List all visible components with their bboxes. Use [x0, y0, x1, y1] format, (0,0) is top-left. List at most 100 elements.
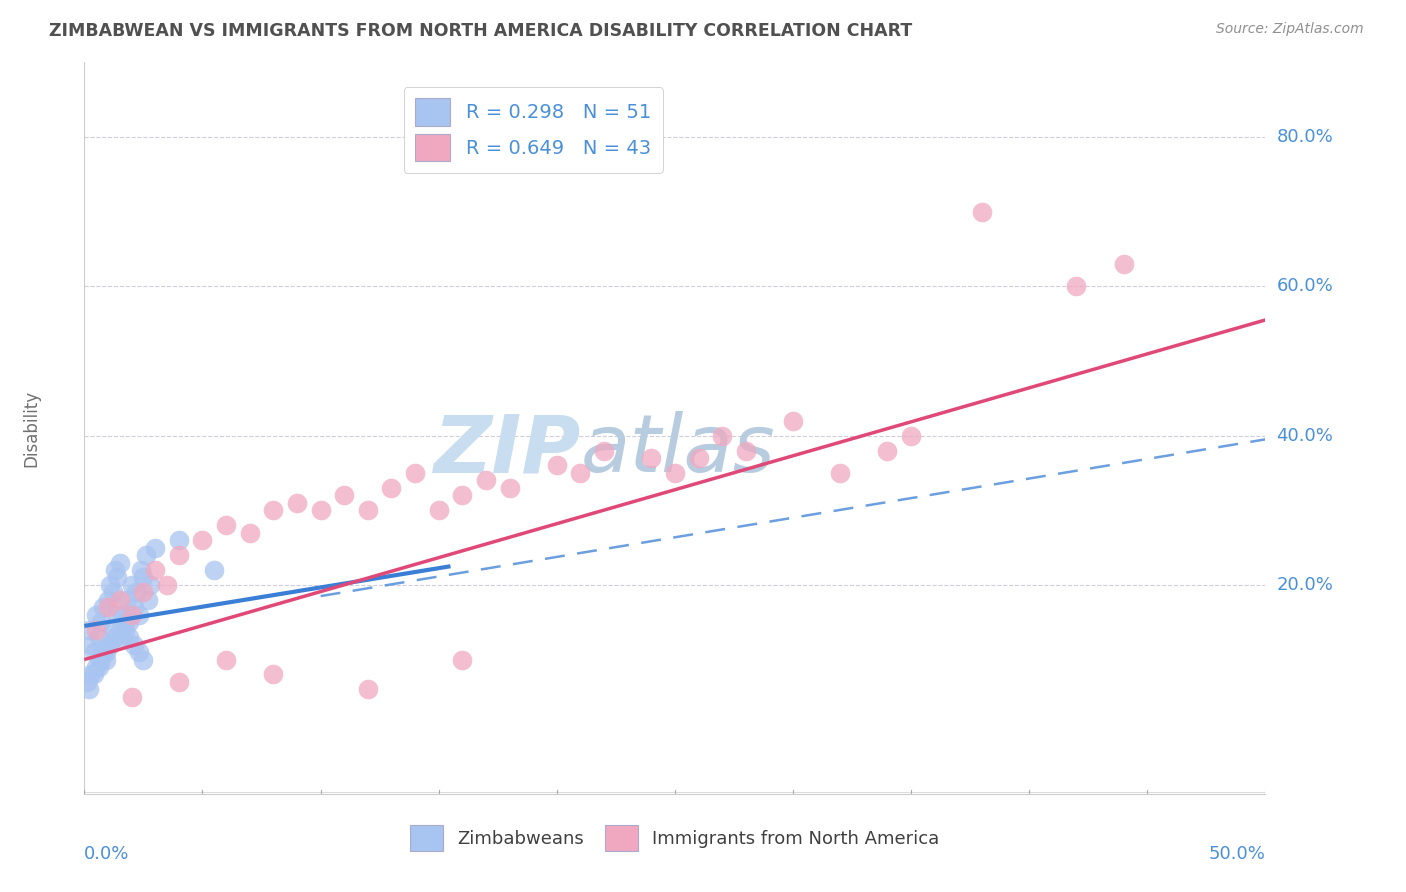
Point [77, 682, 100, 697]
Point [91, 645, 114, 659]
Point [90, 615, 112, 630]
Point [97, 600, 120, 615]
Point [108, 556, 131, 570]
Point [688, 450, 710, 465]
Point [104, 630, 127, 644]
Point [91, 600, 114, 615]
Text: atlas: atlas [581, 411, 775, 489]
Point [84, 607, 107, 622]
Point [97, 638, 120, 652]
Point [83, 645, 105, 659]
Text: 20.0%: 20.0% [1277, 576, 1333, 594]
Text: ZIMBABWEAN VS IMMIGRANTS FROM NORTH AMERICA DISABILITY CORRELATION CHART: ZIMBABWEAN VS IMMIGRANTS FROM NORTH AMER… [49, 22, 912, 40]
Point [129, 563, 152, 577]
Point [498, 481, 520, 495]
Point [782, 414, 804, 428]
Point [139, 578, 162, 592]
Point [143, 541, 166, 555]
Point [118, 630, 141, 644]
Point [87, 630, 110, 644]
Point [104, 563, 127, 577]
Point [357, 682, 380, 697]
Point [404, 466, 426, 480]
Point [84, 660, 107, 674]
Point [167, 533, 190, 548]
Point [118, 615, 141, 630]
Point [125, 585, 148, 599]
Point [98, 638, 121, 652]
Point [111, 607, 134, 622]
Point [90, 652, 112, 666]
Point [84, 623, 107, 637]
Text: Source: ZipAtlas.com: Source: ZipAtlas.com [1216, 22, 1364, 37]
Point [357, 503, 380, 517]
Point [876, 443, 898, 458]
Point [101, 585, 124, 599]
Point [167, 548, 190, 562]
Point [87, 660, 110, 674]
Point [108, 623, 131, 637]
Point [128, 607, 150, 622]
Point [546, 458, 568, 473]
Point [285, 496, 308, 510]
Point [132, 652, 155, 666]
Text: 40.0%: 40.0% [1277, 426, 1333, 444]
Point [114, 615, 136, 630]
Point [191, 533, 214, 548]
Point [122, 600, 145, 615]
Point [108, 592, 131, 607]
Point [76, 674, 98, 689]
Text: ZIP: ZIP [433, 411, 581, 489]
Point [136, 592, 159, 607]
Point [262, 503, 284, 517]
Point [1112, 257, 1135, 271]
Legend: Zimbabweans, Immigrants from North America: Zimbabweans, Immigrants from North Ameri… [404, 818, 946, 858]
Point [215, 652, 238, 666]
Point [734, 443, 756, 458]
Point [94, 645, 117, 659]
Point [121, 578, 143, 592]
Point [107, 607, 129, 622]
Point [80, 667, 103, 681]
Text: 60.0%: 60.0% [1277, 277, 1333, 295]
Point [451, 652, 474, 666]
Text: 50.0%: 50.0% [1209, 845, 1265, 863]
Text: Disability: Disability [22, 390, 41, 467]
Point [132, 585, 155, 599]
Point [122, 638, 145, 652]
Point [970, 204, 993, 219]
Point [333, 488, 356, 502]
Point [711, 428, 734, 442]
Point [202, 563, 225, 577]
Point [135, 548, 157, 562]
Point [111, 630, 134, 644]
Point [569, 466, 592, 480]
Point [640, 450, 662, 465]
Point [143, 563, 166, 577]
Point [98, 578, 121, 592]
Point [121, 607, 143, 622]
Point [593, 443, 616, 458]
Point [132, 570, 155, 584]
Point [115, 592, 138, 607]
Point [167, 674, 190, 689]
Point [114, 623, 136, 637]
Point [664, 466, 686, 480]
Point [215, 518, 238, 533]
Point [1066, 279, 1088, 293]
Point [239, 525, 262, 540]
Point [830, 466, 852, 480]
Point [94, 652, 117, 666]
Point [900, 428, 922, 442]
Point [128, 645, 150, 659]
Point [262, 667, 284, 681]
Point [156, 578, 179, 592]
Point [83, 667, 105, 681]
Point [427, 503, 450, 517]
Point [107, 570, 129, 584]
Point [121, 690, 143, 704]
Point [380, 481, 402, 495]
Point [309, 503, 332, 517]
Text: 80.0%: 80.0% [1277, 128, 1333, 146]
Point [475, 474, 498, 488]
